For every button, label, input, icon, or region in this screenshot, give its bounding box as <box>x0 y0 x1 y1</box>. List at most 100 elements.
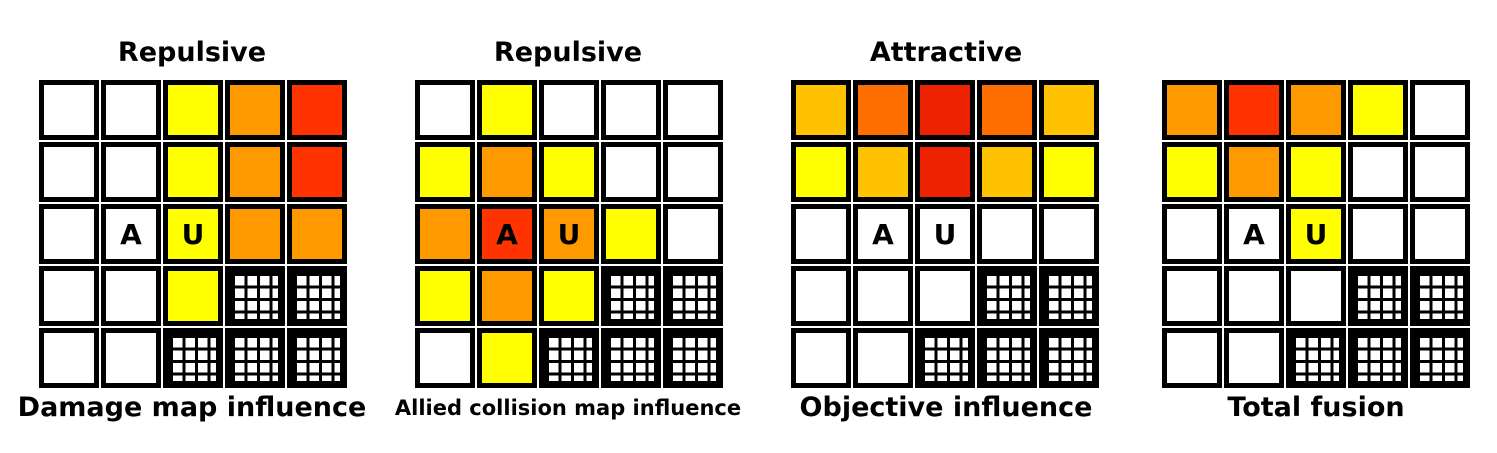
influence-cell-light-orange <box>477 142 537 202</box>
influence-cell-yellow <box>1348 80 1408 140</box>
influence-cell-light-orange <box>1162 80 1222 140</box>
influence-cell-light-orange <box>1224 142 1284 202</box>
ally-marker: A <box>1243 217 1265 251</box>
obstacle-hatch-icon <box>984 335 1030 381</box>
influence-cell-deep-red <box>915 80 975 140</box>
obstacle-cell <box>1286 328 1346 388</box>
obstacle-hatch-icon <box>1355 273 1401 319</box>
influence-cell-red: A <box>477 204 537 264</box>
unit-marker: U <box>181 217 205 251</box>
panel-title: Repulsive <box>493 37 643 68</box>
empty-cell <box>101 80 161 140</box>
obstacle-hatch-icon <box>1293 335 1339 381</box>
empty-cell: A <box>101 204 161 264</box>
empty-cell <box>1286 266 1346 326</box>
empty-cell <box>791 204 851 264</box>
empty-cell <box>539 80 599 140</box>
empty-cell <box>1348 204 1408 264</box>
empty-cell <box>601 142 661 202</box>
influence-cell-yellow <box>1286 142 1346 202</box>
empty-cell <box>101 142 161 202</box>
influence-cell-yellow <box>539 142 599 202</box>
empty-cell <box>39 266 99 326</box>
obstacle-cell <box>977 266 1037 326</box>
panel-title: Repulsive <box>117 37 267 68</box>
influence-cell-light-orange <box>225 204 285 264</box>
obstacle-hatch-icon <box>1417 335 1463 381</box>
empty-cell <box>1348 142 1408 202</box>
empty-cell <box>1410 142 1470 202</box>
empty-cell <box>663 80 723 140</box>
empty-cell <box>791 266 851 326</box>
influence-cell-light-orange <box>415 204 475 264</box>
empty-cell <box>1039 204 1099 264</box>
influence-cell-yellow <box>601 204 661 264</box>
influence-cell-amber <box>977 142 1037 202</box>
empty-cell <box>101 266 161 326</box>
influence-cell-yellow <box>1039 142 1099 202</box>
influence-cell-yellow: U <box>163 204 223 264</box>
unit-marker: U <box>933 217 957 251</box>
obstacle-cell <box>663 266 723 326</box>
influence-cell-yellow <box>415 142 475 202</box>
empty-cell: U <box>915 204 975 264</box>
obstacle-hatch-icon <box>670 273 716 319</box>
empty-cell <box>1162 328 1222 388</box>
influence-cell-yellow <box>1162 142 1222 202</box>
influence-cell-yellow <box>791 142 851 202</box>
empty-cell: A <box>853 204 913 264</box>
empty-cell <box>915 266 975 326</box>
obstacle-hatch-icon <box>546 335 592 381</box>
influence-cell-light-orange <box>1286 80 1346 140</box>
influence-cell-light-orange <box>225 80 285 140</box>
panel-title: Attractive <box>869 37 1023 68</box>
empty-cell <box>1224 266 1284 326</box>
influence-cell-yellow <box>415 266 475 326</box>
empty-cell <box>853 266 913 326</box>
empty-cell <box>1162 204 1222 264</box>
obstacle-cell <box>163 328 223 388</box>
empty-cell <box>1224 328 1284 388</box>
empty-cell <box>415 328 475 388</box>
influence-cell-light-orange <box>477 266 537 326</box>
influence-cell-amber <box>1039 80 1099 140</box>
obstacle-hatch-icon <box>1046 335 1092 381</box>
obstacle-hatch-icon <box>1417 273 1463 319</box>
obstacle-cell <box>601 266 661 326</box>
empty-cell <box>977 204 1037 264</box>
panel-caption: Damage map influence <box>17 392 367 423</box>
influence-cell-amber <box>853 142 913 202</box>
obstacle-hatch-icon <box>232 273 278 319</box>
influence-cell-light-orange <box>287 204 347 264</box>
panel-caption: Total fusion <box>1227 392 1405 423</box>
empty-cell <box>853 328 913 388</box>
influence-cell-yellow <box>163 80 223 140</box>
obstacle-cell <box>1410 328 1470 388</box>
empty-cell: A <box>1224 204 1284 264</box>
influence-cell-yellow: U <box>1286 204 1346 264</box>
empty-cell <box>1410 80 1470 140</box>
empty-cell <box>601 80 661 140</box>
panel-caption: Allied collision map influence <box>394 396 742 420</box>
obstacle-cell <box>539 328 599 388</box>
empty-cell <box>39 204 99 264</box>
obstacle-hatch-icon <box>294 273 340 319</box>
empty-cell <box>39 80 99 140</box>
obstacle-cell <box>225 328 285 388</box>
ally-marker: A <box>872 217 894 251</box>
obstacle-hatch-icon <box>294 335 340 381</box>
obstacle-cell <box>977 328 1037 388</box>
obstacle-hatch-icon <box>670 335 716 381</box>
influence-cell-yellow <box>163 142 223 202</box>
unit-marker: U <box>557 217 581 251</box>
empty-cell <box>663 142 723 202</box>
empty-cell <box>663 204 723 264</box>
influence-cell-yellow <box>477 328 537 388</box>
